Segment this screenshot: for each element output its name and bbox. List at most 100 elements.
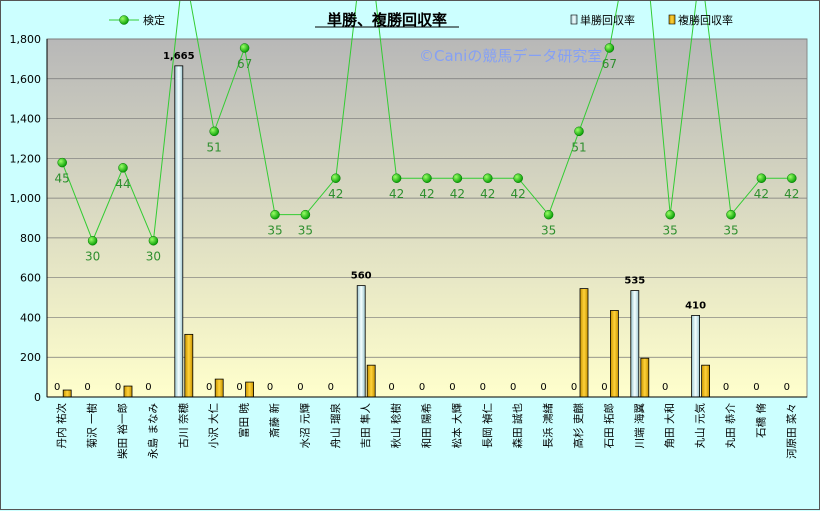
line-data-label: 42 xyxy=(389,187,404,201)
legend-label-kentei: 検定 xyxy=(143,13,165,27)
line-data-label: 42 xyxy=(450,187,465,201)
bar-tansho xyxy=(174,65,184,398)
category-label: 富田 暁 xyxy=(238,403,251,438)
bar-fukusho xyxy=(245,381,255,398)
line-point xyxy=(118,163,128,173)
y-tick-label: 1,400 xyxy=(10,113,42,126)
line-point xyxy=(483,173,493,183)
bar-tansho xyxy=(356,285,366,398)
line-point xyxy=(665,209,675,220)
bar-data-label: 0 xyxy=(267,382,273,393)
line-data-label: 51 xyxy=(571,140,586,154)
bar-data-label: 0 xyxy=(449,382,455,393)
bar-tansho xyxy=(630,290,640,398)
bar-data-label: 1,665 xyxy=(163,51,195,62)
category-label: 小沢 大仁 xyxy=(207,403,220,448)
category-label: 角田 大和 xyxy=(663,403,676,448)
line-point xyxy=(391,173,402,183)
bar-data-label: 410 xyxy=(685,300,706,311)
line-point xyxy=(513,173,523,183)
plot-area xyxy=(46,38,808,398)
bar-data-label: 0 xyxy=(510,382,516,393)
legend-marker-kentei xyxy=(119,15,129,25)
line-data-label: 67 xyxy=(237,57,252,71)
y-tick-label: 400 xyxy=(20,311,41,324)
bar-data-label: 0 xyxy=(236,382,242,393)
line-point xyxy=(57,157,67,168)
category-label: 川端 海翼 xyxy=(633,403,646,449)
line-data-label: 42 xyxy=(784,187,799,201)
line-data-label: 35 xyxy=(298,224,313,238)
category-label: 高杉 吏麒 xyxy=(572,403,585,449)
bar-fukusho xyxy=(184,333,194,398)
category-label: 丸山 元気 xyxy=(694,403,707,449)
category-label: 和田 陽希 xyxy=(420,403,433,448)
category-label: 水沼 元輝 xyxy=(298,403,311,449)
line-point xyxy=(331,173,341,183)
bar-fukusho xyxy=(62,389,72,398)
bar-fukusho xyxy=(701,364,710,398)
bar-data-label: 0 xyxy=(723,382,729,393)
bar-fukusho xyxy=(214,378,224,398)
line-data-label: 42 xyxy=(480,187,495,201)
bar-data-label: 0 xyxy=(419,382,425,393)
line-data-label: 51 xyxy=(207,140,222,154)
line-point xyxy=(422,173,432,183)
category-label: 松本 大輝 xyxy=(450,403,463,449)
legend-label-fukusho: 複勝回収率 xyxy=(678,13,733,27)
category-label: 永島 まなみ xyxy=(146,403,159,459)
line-data-label: 42 xyxy=(419,187,434,201)
category-label: 丸田 恭介 xyxy=(724,403,737,449)
category-label: 石田 拓郎 xyxy=(602,403,615,448)
bar-data-label: 535 xyxy=(624,276,645,287)
bar-data-label: 0 xyxy=(145,382,151,393)
line-point xyxy=(543,209,554,220)
line-data-label: 35 xyxy=(723,224,738,238)
bar-data-label: 0 xyxy=(480,382,486,393)
line-data-label: 42 xyxy=(328,187,343,201)
category-label: 古川 奈穂 xyxy=(177,403,190,449)
line-point xyxy=(300,209,311,220)
chart-title: 単勝、複勝回収率 xyxy=(327,11,447,29)
line-data-label: 35 xyxy=(663,224,678,238)
line-point xyxy=(209,126,219,137)
line-data-label: 42 xyxy=(511,187,526,201)
bar-fukusho xyxy=(640,357,650,398)
bar-data-label: 0 xyxy=(206,382,212,393)
category-label: 吉田 隼人 xyxy=(359,403,372,449)
category-label: 柴田 裕一郎 xyxy=(116,403,129,459)
legend-label-tansho: 単勝回収率 xyxy=(580,13,635,27)
legend-swatch-tansho xyxy=(570,14,578,25)
y-tick-label: 1,000 xyxy=(10,192,42,205)
bar-data-label: 0 xyxy=(571,382,577,393)
bar-fukusho xyxy=(366,364,376,398)
line-point xyxy=(452,173,463,183)
y-tick-label: 600 xyxy=(20,272,41,285)
category-label: 石橋 脩 xyxy=(754,403,767,438)
y-tick-label: 200 xyxy=(20,351,41,364)
category-label: 長浜 鴻緒 xyxy=(542,403,555,449)
line-point xyxy=(604,43,615,53)
bar-data-label: 0 xyxy=(753,382,759,393)
line-point xyxy=(148,235,159,246)
bar-data-label: 560 xyxy=(351,271,372,282)
bar-data-label: 0 xyxy=(601,382,607,393)
line-point xyxy=(787,173,797,183)
y-tick-label: 1,800 xyxy=(10,33,42,46)
line-point xyxy=(726,209,736,220)
line-point xyxy=(239,43,250,53)
bar-data-label: 0 xyxy=(388,382,394,393)
bar-fukusho xyxy=(610,310,619,398)
category-label: 秋山 稔樹 xyxy=(390,403,403,449)
y-tick-label: 800 xyxy=(20,232,41,245)
line-point xyxy=(756,173,767,183)
line-data-label: 35 xyxy=(541,224,556,238)
legend-swatch-fukusho xyxy=(668,14,676,25)
watermark-text: ©Caniの競馬データ研究室 xyxy=(419,47,602,65)
category-label: 河原田 菜々 xyxy=(786,403,798,459)
line-point xyxy=(270,209,280,220)
y-tick-label: 0 xyxy=(34,391,41,404)
category-label: 森田 誠也 xyxy=(511,403,524,448)
line-data-label: 35 xyxy=(267,224,282,238)
bar-data-label: 0 xyxy=(328,382,334,393)
